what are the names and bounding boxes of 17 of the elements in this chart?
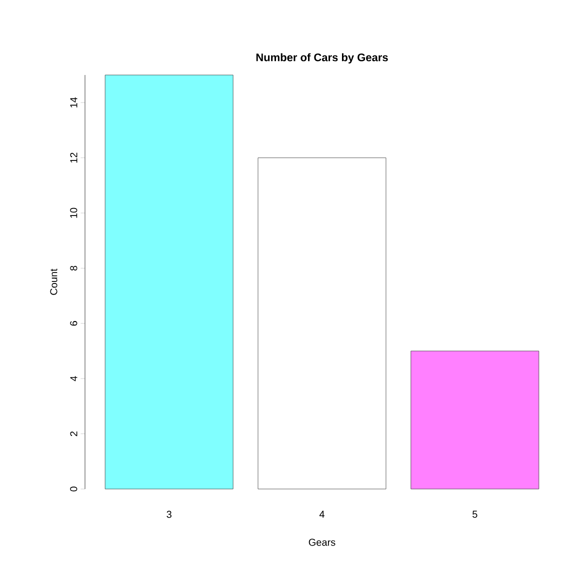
y-tick-label: 2 — [70, 432, 78, 436]
y-tick-label: 4 — [70, 376, 78, 382]
y-tick-label: 0 — [70, 486, 78, 492]
x-tick-label: 4 — [319, 510, 324, 518]
x-tick-label: 3 — [166, 510, 172, 518]
bar — [410, 350, 540, 490]
y-tick-label: 8 — [70, 266, 78, 271]
y-tick-label: 6 — [70, 321, 78, 326]
y-tick-label: 10 — [70, 208, 78, 218]
y-tick-label: 14 — [70, 97, 78, 108]
x-axis-title: Gears — [308, 538, 336, 546]
x-tick-label: 5 — [472, 510, 478, 518]
chart-title: Number of Cars by Gears — [256, 53, 388, 64]
y-tick-label: 12 — [70, 152, 78, 163]
bar — [104, 74, 234, 490]
bar — [258, 158, 386, 490]
y-axis-title: Count — [50, 268, 58, 295]
